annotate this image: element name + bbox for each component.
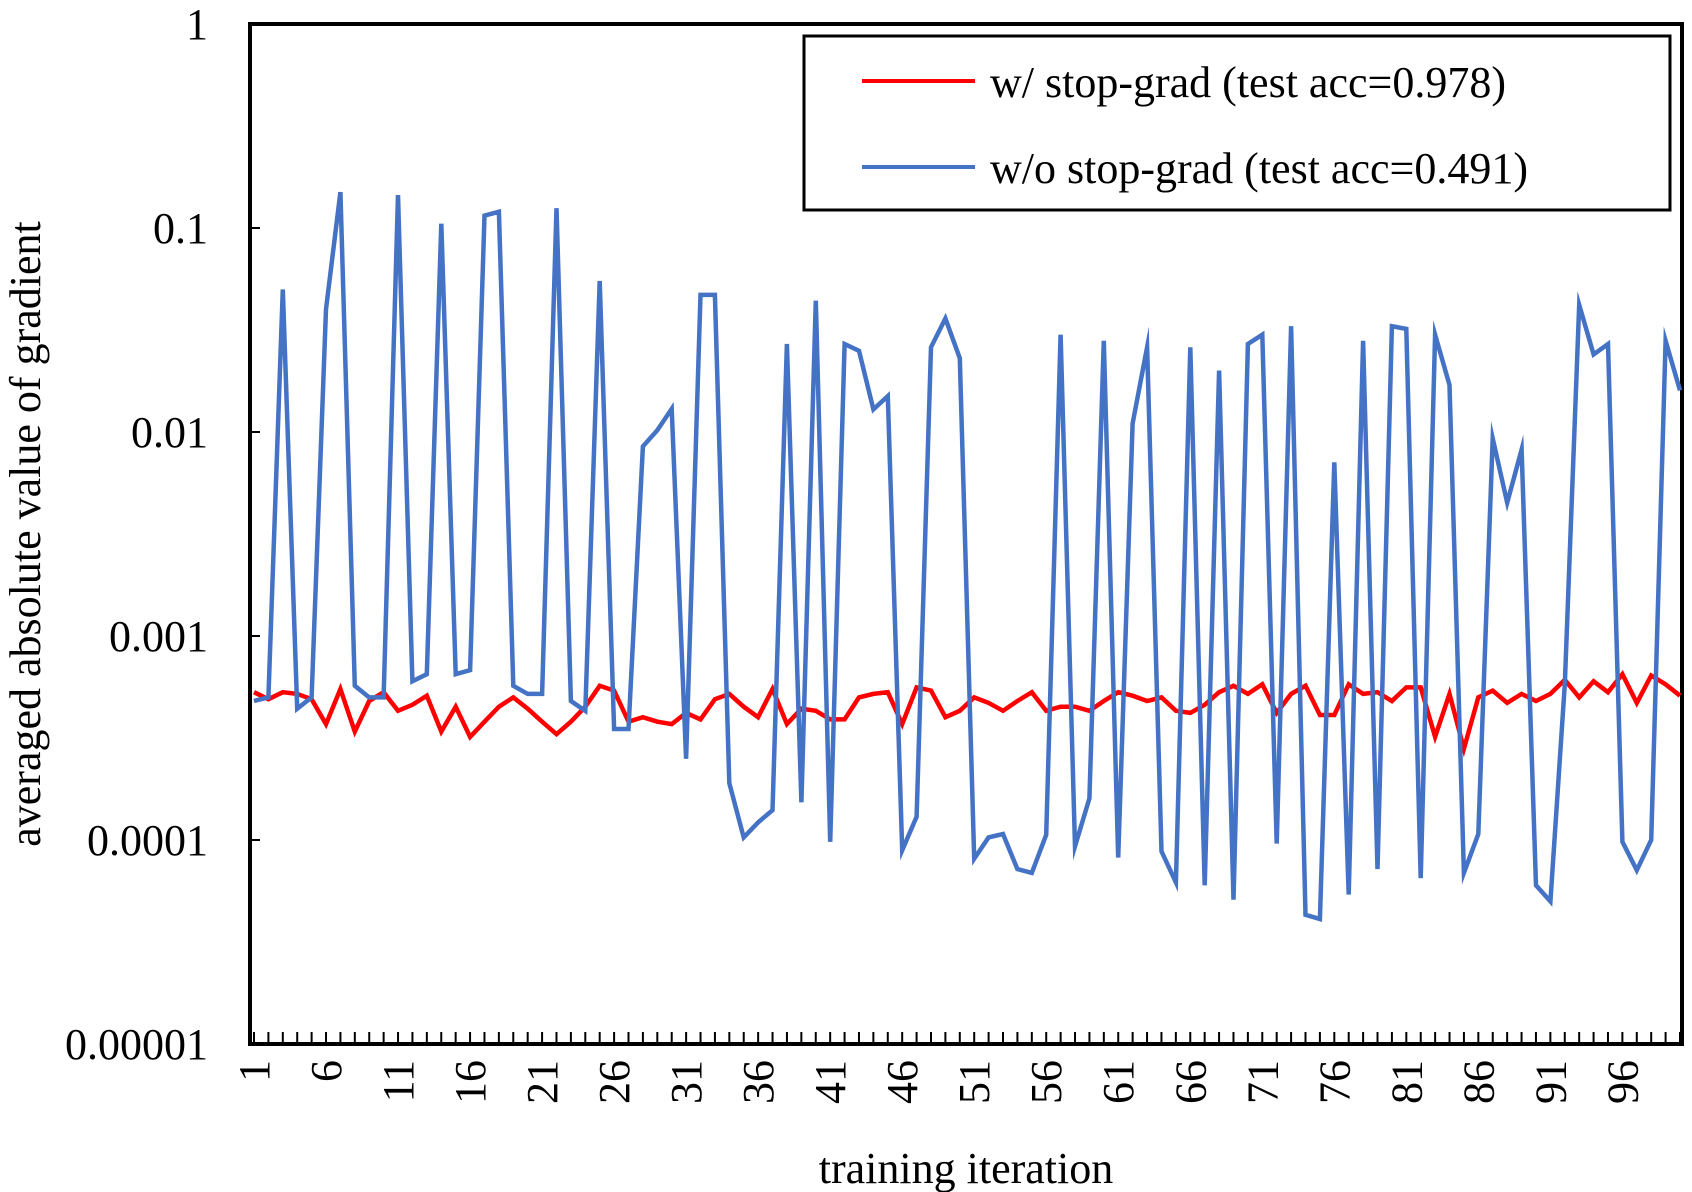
x-tick-label: 51 bbox=[950, 1060, 999, 1104]
x-tick-label: 31 bbox=[662, 1060, 711, 1104]
x-tick-label: 61 bbox=[1094, 1060, 1143, 1104]
x-tick-label: 26 bbox=[590, 1060, 639, 1104]
x-tick-label: 11 bbox=[374, 1060, 423, 1102]
y-tick-label: 0.00001 bbox=[65, 1020, 208, 1069]
x-tick-label: 21 bbox=[518, 1060, 567, 1104]
y-axis-tick-labels: 1 0.1 0.01 0.001 0.0001 0.00001 bbox=[65, 0, 208, 1069]
x-axis-title: training iteration bbox=[819, 1144, 1113, 1192]
plot-area bbox=[248, 22, 1684, 1046]
x-tick-label: 66 bbox=[1166, 1060, 1215, 1104]
x-tick-label: 41 bbox=[806, 1060, 855, 1104]
y-tick-label: 0.01 bbox=[131, 408, 208, 457]
x-tick-label: 16 bbox=[446, 1060, 495, 1104]
x-tick-label: 81 bbox=[1382, 1060, 1431, 1104]
x-tick-label: 91 bbox=[1526, 1060, 1575, 1104]
x-tick-label: 71 bbox=[1238, 1060, 1287, 1104]
legend-box bbox=[802, 34, 1672, 212]
y-axis-title: averaged absolute value of gradient bbox=[1, 221, 50, 847]
legend: w/ stop-grad (test acc=0.978) w/o stop-g… bbox=[802, 34, 1672, 212]
series-line-0 bbox=[253, 670, 1682, 758]
legend-label-w-stop-grad: w/ stop-grad (test acc=0.978) bbox=[990, 58, 1506, 107]
y-axis-ticks bbox=[250, 23, 260, 1045]
x-axis-tick-labels: 1 6 11 16 21 26 31 36 41 46 51 56 61 66 71 76 81 86 91 96 bbox=[230, 1060, 1647, 1104]
x-axis-ticks bbox=[253, 1032, 1681, 1044]
y-tick-label: 0.001 bbox=[109, 612, 208, 661]
y-tick-label: 0.1 bbox=[153, 204, 208, 253]
series-line-1 bbox=[253, 191, 1683, 922]
x-tick-label: 96 bbox=[1598, 1060, 1647, 1104]
x-tick-label: 86 bbox=[1454, 1060, 1503, 1104]
plot-frame bbox=[248, 22, 1684, 1046]
y-tick-label: 1 bbox=[186, 0, 208, 49]
x-tick-label: 76 bbox=[1310, 1060, 1359, 1104]
x-tick-label: 46 bbox=[878, 1060, 927, 1104]
legend-label-wo-stop-grad: w/o stop-grad (test acc=0.491) bbox=[990, 144, 1528, 193]
series-layer bbox=[253, 191, 1683, 922]
x-tick-label: 6 bbox=[302, 1060, 351, 1082]
x-tick-label: 36 bbox=[734, 1060, 783, 1104]
x-tick-label: 56 bbox=[1022, 1060, 1071, 1104]
x-tick-label: 1 bbox=[230, 1060, 279, 1082]
y-tick-label: 0.0001 bbox=[87, 816, 208, 865]
